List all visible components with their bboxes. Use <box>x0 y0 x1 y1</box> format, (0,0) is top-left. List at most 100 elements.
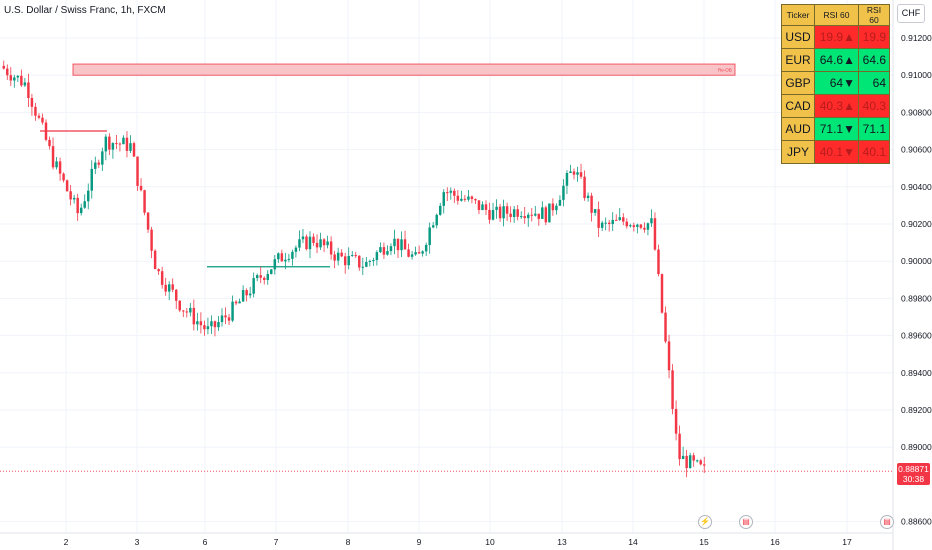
candle-body <box>150 229 153 251</box>
candle-body <box>488 209 491 220</box>
candle-body <box>51 146 55 168</box>
candle-body <box>495 206 498 211</box>
candle-body <box>62 173 65 181</box>
rsi-value-2: 19.9 <box>858 25 890 49</box>
candle-body <box>527 214 530 219</box>
rsi-value-2: 64.6 <box>858 48 890 72</box>
rsi-ticker: CAD <box>781 94 815 118</box>
grid <box>0 0 893 533</box>
rsi-value-2: 64 <box>858 71 890 95</box>
candle-body <box>410 254 414 257</box>
x-tick-label: 17 <box>842 537 852 547</box>
candle-body <box>505 206 509 214</box>
x-tick-label: 16 <box>770 537 780 547</box>
y-tick-label: 0.89800 <box>901 293 932 303</box>
x-tick-label: 9 <box>417 537 422 547</box>
candle-body <box>583 176 586 199</box>
candle-body <box>90 168 93 191</box>
candle-body <box>340 252 343 257</box>
candle-body <box>220 315 224 323</box>
rsi-value: 19.9▲ <box>814 25 859 49</box>
candle-body <box>238 301 241 304</box>
candle-body <box>597 209 600 228</box>
candle-body <box>551 203 555 211</box>
y-tick-label: 0.88600 <box>901 517 932 527</box>
rsi-ticker: EUR <box>781 48 815 72</box>
candle-body <box>439 205 442 215</box>
candle-body <box>530 214 533 216</box>
rsi-row-eur: EUR 64.6▲ 64.6 <box>781 48 890 72</box>
candles <box>2 60 706 478</box>
rsi-value-text: 71.1 <box>819 122 844 136</box>
candle-body <box>358 255 361 268</box>
candle-body <box>382 247 386 255</box>
candle-body <box>660 274 664 313</box>
candle-body <box>685 455 688 469</box>
candle-body <box>477 200 481 210</box>
candle-body <box>101 151 104 165</box>
candle-body <box>270 269 273 274</box>
candle-body <box>139 185 143 191</box>
candle-body <box>206 326 210 330</box>
candle-body <box>41 117 44 123</box>
candle-body <box>534 213 537 216</box>
us-flag-event-icon-2[interactable]: ▤ <box>880 515 894 529</box>
candle-body <box>491 210 495 220</box>
candle-body <box>132 143 136 157</box>
candle-body <box>178 300 181 311</box>
candle-body <box>428 227 431 245</box>
candle-body <box>456 195 460 201</box>
candle-body <box>23 82 27 86</box>
x-tick-label: 6 <box>203 537 208 547</box>
candle-body <box>541 207 544 219</box>
rsi-value-text: 64.6 <box>819 53 844 67</box>
candle-body <box>241 290 245 302</box>
re-ob-zone <box>72 63 736 76</box>
candle-body <box>389 246 393 252</box>
currency-button[interactable]: CHF <box>897 4 925 23</box>
candle-body <box>671 370 674 409</box>
candle-body <box>386 251 389 255</box>
candle-body <box>277 253 280 260</box>
us-flag-event-icon[interactable]: ▤ <box>739 515 753 529</box>
chart-title: U.S. Dollar / Swiss Franc, 1h, FXCM <box>4 5 166 16</box>
candle-body <box>650 218 653 224</box>
candle-body <box>572 171 576 175</box>
candle-body <box>231 301 234 321</box>
y-tick-label: 0.90200 <box>901 219 932 229</box>
lightning-event-icon[interactable]: ⚡ <box>698 515 712 529</box>
candle-body <box>460 198 463 201</box>
candle-body <box>266 273 269 281</box>
candle-body <box>343 256 347 266</box>
candle-body <box>699 460 702 465</box>
candle-body <box>681 455 685 460</box>
y-tick-label: 0.90000 <box>901 256 932 266</box>
candle-body <box>83 201 86 208</box>
x-tick-label: 8 <box>346 537 351 547</box>
candle-body <box>516 209 519 217</box>
candle-body <box>674 408 678 434</box>
candle-body <box>34 106 37 116</box>
candle-body <box>305 236 308 250</box>
candle-body <box>615 219 618 221</box>
candle-body <box>122 137 125 145</box>
candle-body <box>312 236 315 243</box>
candle-body <box>164 284 167 292</box>
rsi-arrow-icon: ▲ <box>843 99 855 113</box>
candle-body <box>210 321 213 327</box>
candle-body <box>2 65 5 69</box>
candle-body <box>69 191 72 200</box>
candle-body <box>319 239 322 248</box>
re-ob-zone-label: Re-OB <box>718 68 732 73</box>
candle-body <box>213 321 217 328</box>
candle-body <box>512 209 516 218</box>
candle-body <box>678 433 681 460</box>
candle-body <box>639 224 643 228</box>
candle-body <box>590 195 593 213</box>
candle-body <box>688 455 692 469</box>
candle-body <box>322 239 326 246</box>
candle-body <box>44 122 48 140</box>
candle-body <box>622 217 625 222</box>
x-tick-label: 14 <box>628 537 638 547</box>
